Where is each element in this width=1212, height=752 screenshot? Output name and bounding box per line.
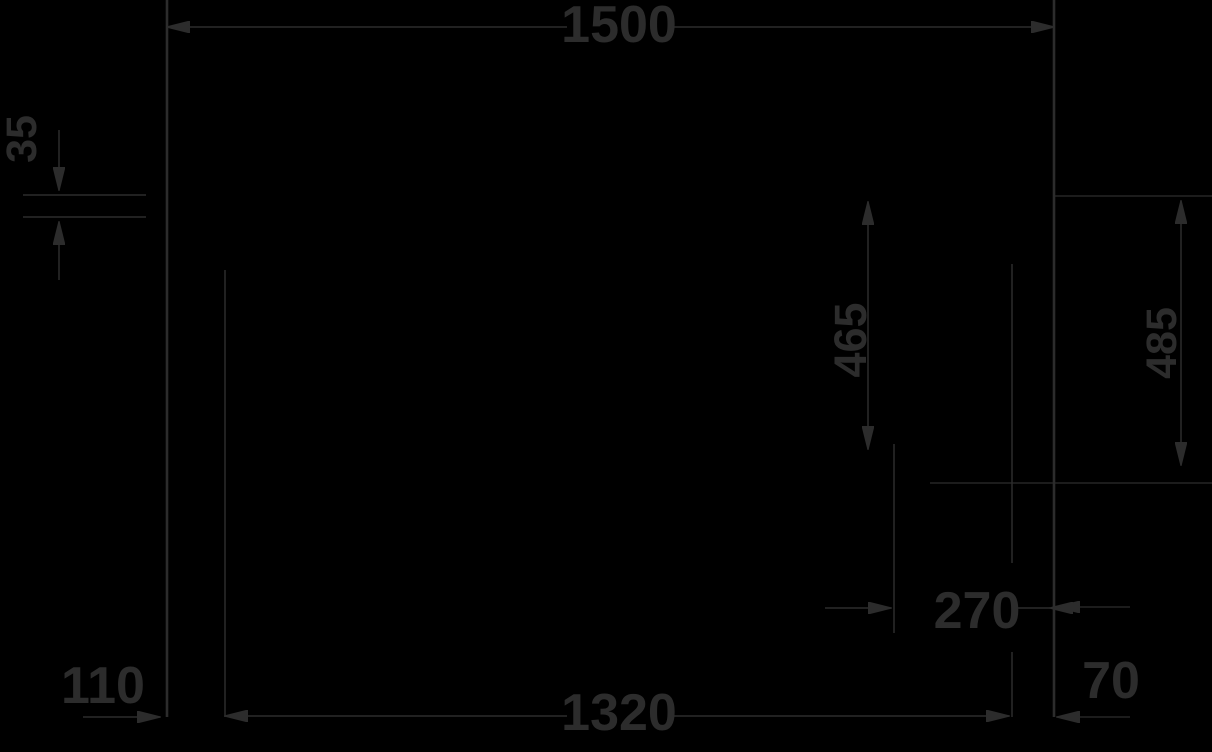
svg-text:270: 270 [934, 582, 1021, 640]
svg-text:485: 485 [1138, 307, 1186, 379]
svg-text:1500: 1500 [561, 0, 677, 54]
svg-text:70: 70 [1082, 652, 1140, 710]
svg-text:465: 465 [825, 302, 876, 377]
svg-text:35: 35 [0, 115, 46, 163]
svg-text:110: 110 [61, 657, 145, 715]
svg-text:1320: 1320 [561, 684, 677, 742]
